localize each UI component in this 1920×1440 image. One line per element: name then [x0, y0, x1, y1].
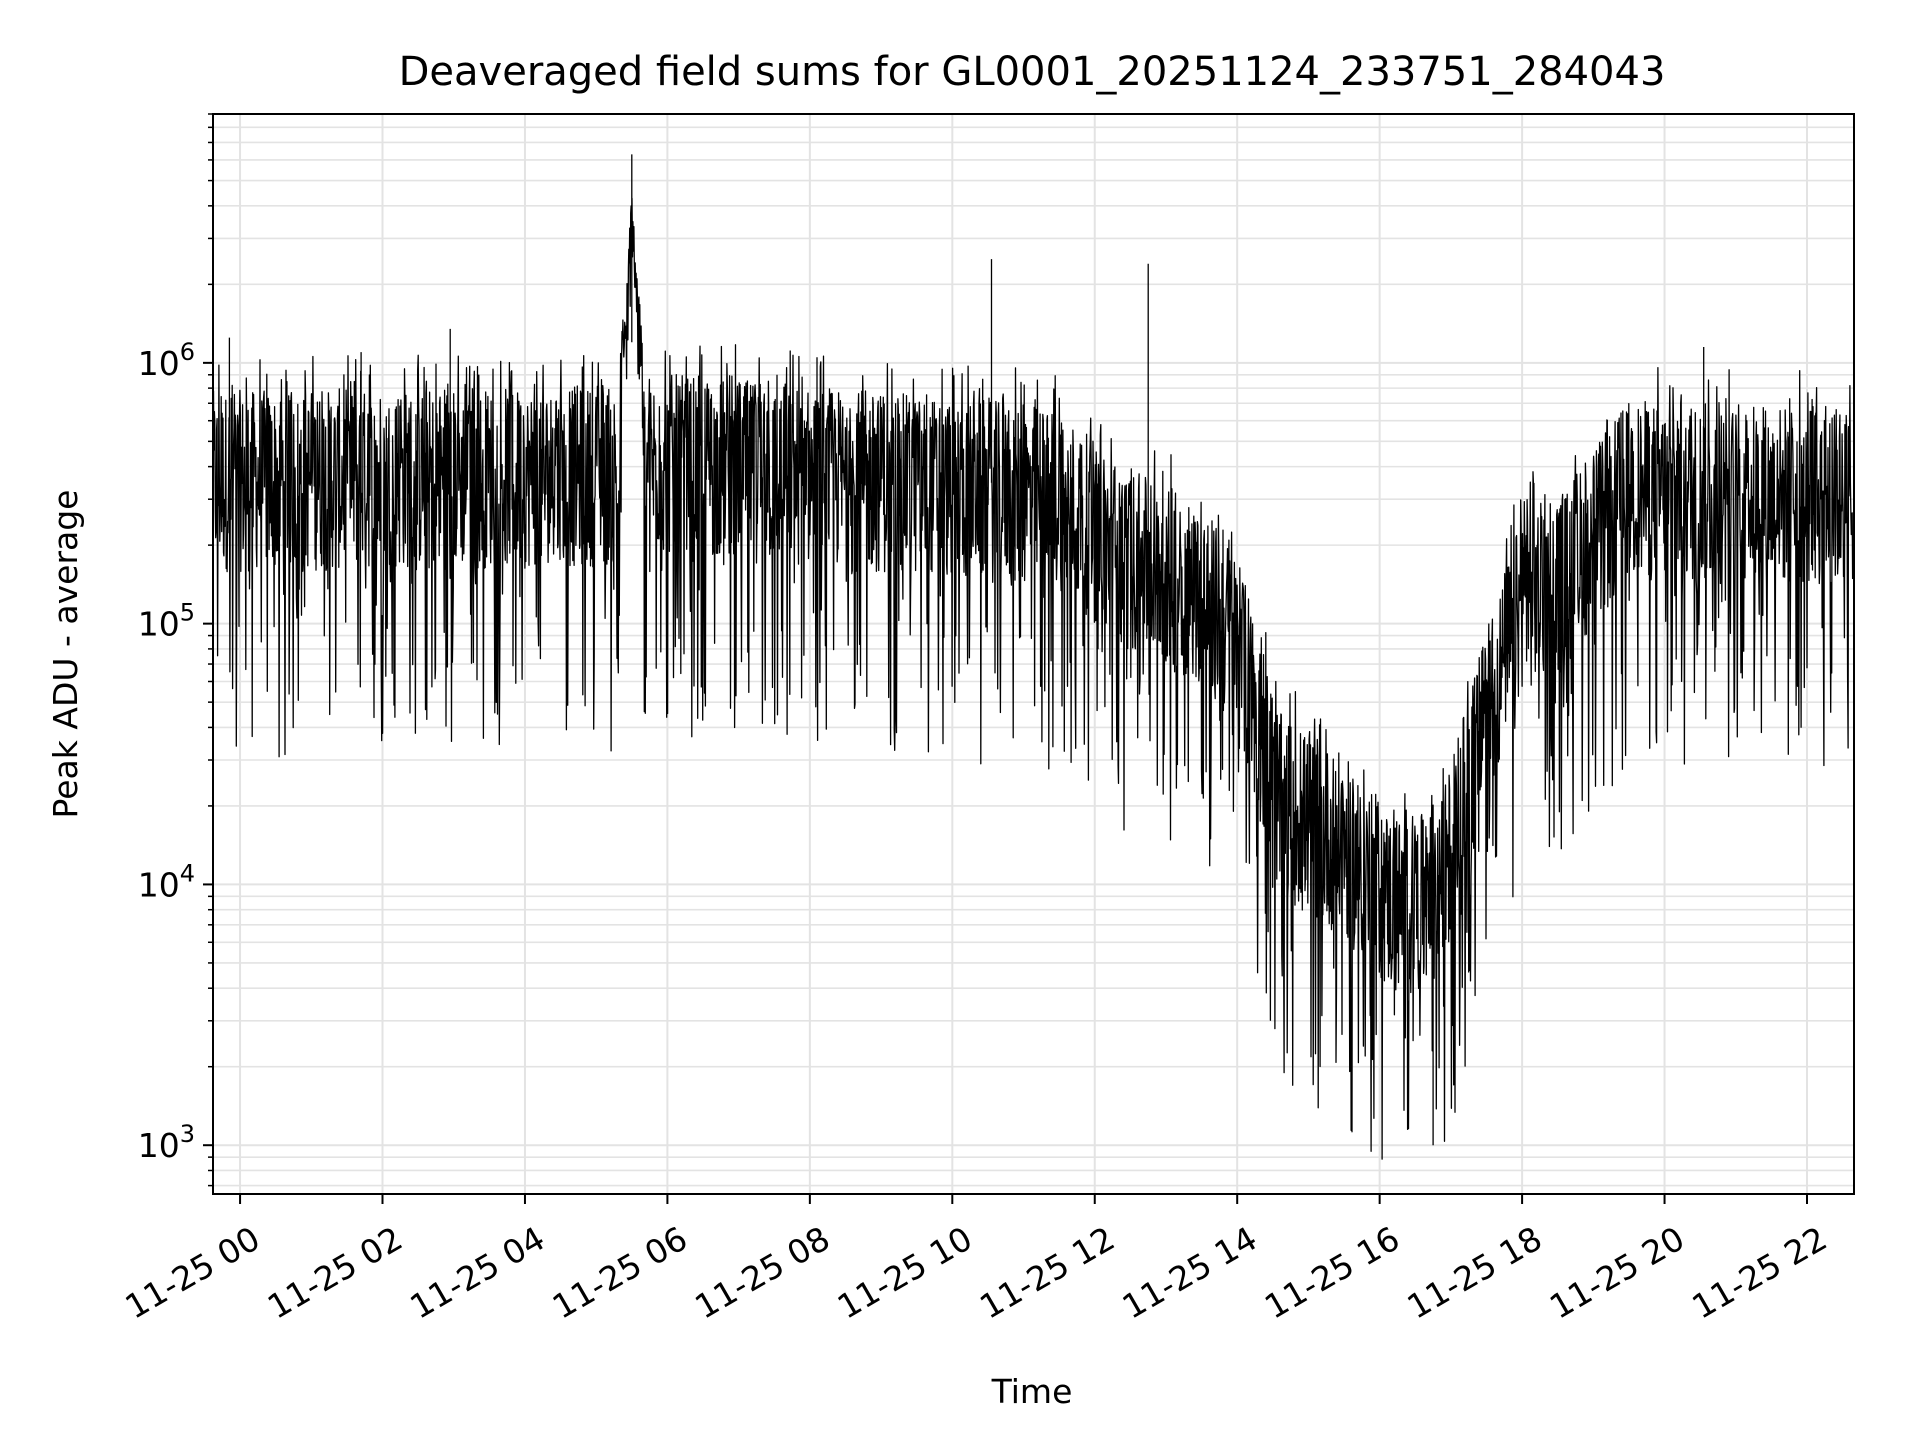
y-axis: 103 104 105 106 [138, 113, 213, 1187]
y-axis-label: Peak ADU - average [46, 490, 85, 819]
y-tick-label: 104 [138, 859, 195, 904]
grid [213, 113, 1854, 1194]
chart-title: Deaveraged field sums for GL0001_2025112… [399, 49, 1666, 95]
plot-area [213, 154, 1854, 1160]
x-axis-label: Time [991, 1372, 1073, 1411]
y-tick-label: 105 [138, 599, 195, 644]
y-tick-label: 106 [138, 338, 195, 383]
y-tick-label: 103 [138, 1120, 195, 1165]
series-line [213, 154, 1854, 1160]
plot-frame [212, 113, 1855, 1195]
